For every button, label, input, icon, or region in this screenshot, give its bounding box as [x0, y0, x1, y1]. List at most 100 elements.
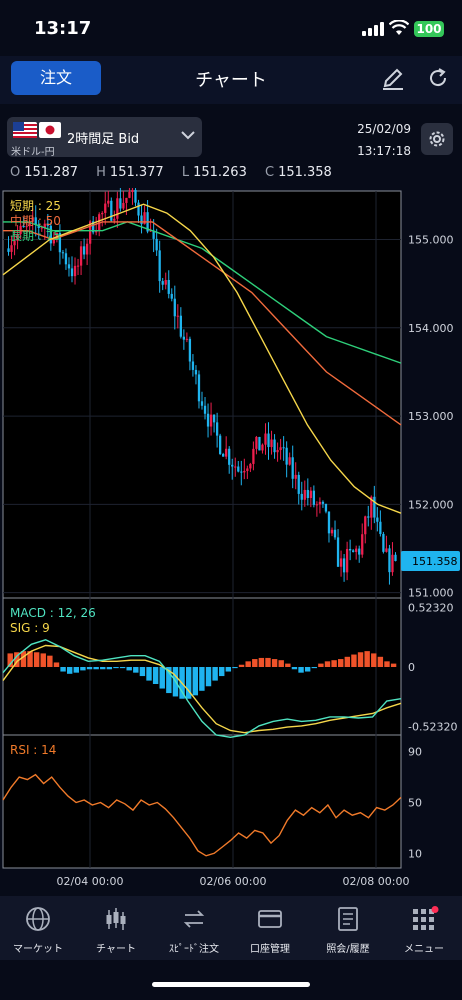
candle-body	[228, 448, 231, 465]
battery-indicator: 100	[414, 21, 444, 37]
macd-histogram-bar	[199, 667, 205, 691]
candle-body	[315, 504, 319, 506]
rsi-tick-label: 90	[408, 746, 422, 759]
candle-body	[318, 501, 322, 505]
candle-body	[246, 468, 249, 471]
chart-area[interactable]: 155.000 154.000 153.000 152.000 151.000 短期 : …	[0, 188, 462, 896]
candle-body	[76, 265, 80, 267]
refresh-icon[interactable]	[427, 67, 449, 89]
candle-body	[352, 550, 355, 552]
macd-histogram-bar	[390, 663, 397, 667]
candle-body	[303, 489, 306, 500]
macd-histogram-bar	[47, 655, 53, 667]
macd-histogram-bar	[14, 652, 20, 667]
macd-histogram-bar	[119, 667, 126, 669]
candle-body	[167, 279, 170, 294]
macd-tick-label: -0.52320	[408, 720, 457, 733]
ohlc-low-value: 151.263	[193, 165, 247, 180]
gear-icon	[429, 131, 445, 147]
macd-histogram-bar	[331, 660, 337, 667]
candle-body	[131, 189, 134, 193]
tab-market-label: マーケット	[13, 944, 63, 955]
candle-body	[276, 450, 279, 453]
macd-histogram-bar	[53, 662, 60, 667]
candle-body	[327, 511, 331, 534]
symbol-selector[interactable]	[7, 117, 202, 157]
candle-body	[197, 374, 201, 402]
tab-chart[interactable]: チャート	[70, 896, 162, 960]
ohlc-high-key: H	[96, 165, 106, 180]
home-area	[0, 960, 462, 1000]
macd-histogram-bar	[152, 667, 159, 684]
tab-menu[interactable]: メニュー	[378, 896, 462, 960]
candle-body	[170, 293, 173, 299]
order-button[interactable]: 注文	[11, 61, 101, 95]
macd-histogram-bar	[7, 653, 13, 667]
candle-body	[46, 223, 49, 226]
price-tick-label: 153.000	[408, 410, 454, 423]
candle-body	[376, 517, 379, 522]
macd-histogram-bar	[185, 667, 192, 699]
time-tick-label: 02/04 00:00	[57, 875, 124, 888]
candle-body	[364, 516, 367, 535]
ma-legend-label: 短期 : 25	[10, 199, 61, 213]
macd-histogram-bar	[258, 657, 265, 667]
candle-body	[28, 221, 31, 227]
candle-body	[240, 471, 243, 473]
macd-histogram-bar	[66, 667, 73, 674]
tab-account[interactable]: 口座管理	[224, 896, 316, 960]
status-time: 13:17	[34, 18, 92, 39]
candle-body	[58, 232, 62, 253]
candle-body	[110, 200, 113, 221]
candle-body	[88, 221, 92, 244]
candle-body	[209, 414, 213, 427]
rsi-tick-label: 50	[408, 797, 422, 810]
candle-body	[206, 413, 210, 427]
price-tick-label: 152.000	[408, 498, 454, 511]
candle-body	[55, 232, 59, 238]
globe-icon	[26, 907, 50, 931]
sma-long-line	[3, 221, 402, 364]
current-price-tag	[401, 550, 460, 571]
candle-body	[330, 529, 334, 534]
candle-body	[185, 338, 189, 340]
candle-body	[348, 548, 352, 551]
macd-histogram-bar	[146, 667, 152, 681]
macd-histogram-bar	[73, 667, 80, 673]
tab-menu-label: メニュー	[404, 944, 444, 955]
macd-histogram-bar	[126, 667, 132, 671]
tab-speed-order[interactable]: ｽﾋﾟｰﾄﾞ注文	[148, 896, 240, 960]
macd-histogram-bar	[192, 667, 198, 696]
tab-history[interactable]: 照会/履歴	[302, 896, 394, 960]
macd-legend-label: MACD : 12, 26	[10, 606, 96, 620]
chart-settings-button[interactable]	[421, 123, 453, 155]
pencil-icon[interactable]	[381, 66, 405, 90]
candle-body	[385, 548, 388, 552]
candle-body	[215, 422, 219, 436]
macd-histogram-bar	[311, 667, 317, 669]
ohlc-open-key: O	[10, 165, 21, 180]
sma-short-line	[2, 203, 402, 514]
quote-time: 13:17:18	[357, 144, 411, 158]
ma-legend-label: 中期 : 50	[10, 213, 61, 228]
candle-body	[291, 457, 294, 479]
candle-body	[279, 447, 282, 451]
timeframe-label: 2時間足 Bid	[67, 132, 140, 147]
macd-histogram-bar	[113, 667, 119, 669]
candle-body	[222, 453, 225, 457]
tab-speed-order-label: ｽﾋﾟｰﾄﾞ注文	[169, 944, 219, 955]
candle-body	[134, 189, 137, 203]
macd-tick-label: 0	[408, 661, 415, 674]
macd-histogram-bar	[252, 659, 258, 667]
candle-body	[267, 433, 270, 448]
ohlc-open-value: 151.287	[24, 165, 78, 180]
candle-body	[158, 250, 161, 282]
candle-body	[143, 212, 146, 225]
candle-body	[113, 218, 116, 221]
macd-histogram-bar	[212, 667, 218, 681]
tab-market[interactable]: マーケット	[0, 896, 84, 960]
candle-body	[243, 470, 246, 473]
candle-body	[61, 252, 65, 254]
sma-mid-line	[3, 221, 402, 426]
tab-history-label: 照会/履歴	[326, 944, 370, 955]
